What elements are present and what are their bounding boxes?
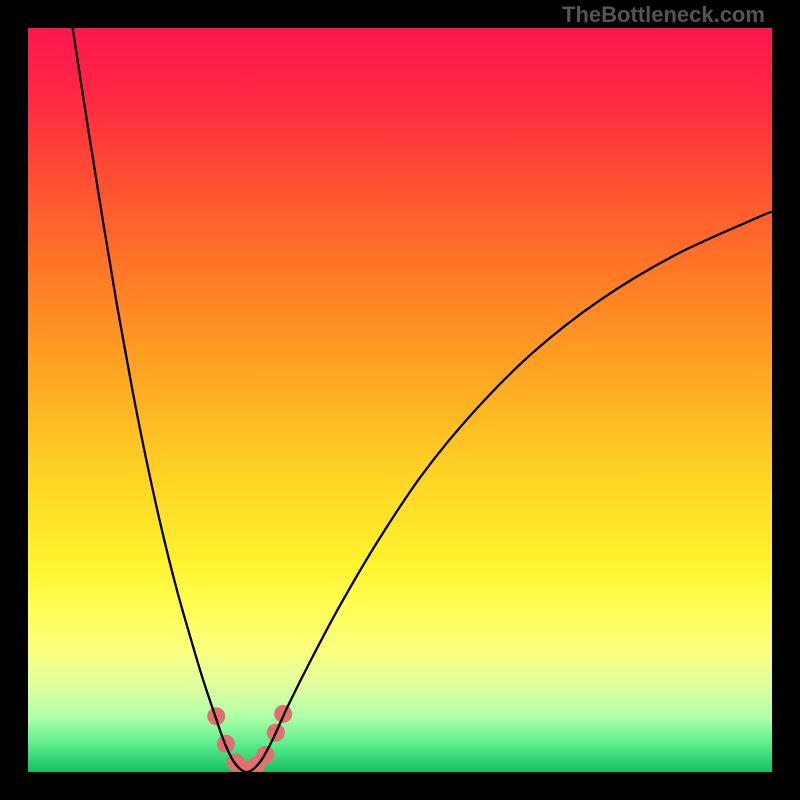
watermark-text: TheBottleneck.com	[562, 2, 765, 28]
chart-svg	[0, 0, 800, 800]
chart-background-gradient	[28, 28, 772, 772]
